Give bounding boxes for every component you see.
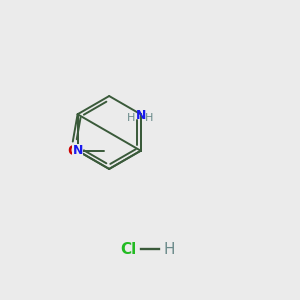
Text: N: N	[136, 110, 146, 122]
Text: Cl: Cl	[120, 242, 136, 257]
Text: O: O	[67, 144, 79, 158]
Text: H: H	[163, 242, 175, 257]
Text: N: N	[72, 144, 83, 157]
Text: H: H	[145, 113, 154, 123]
Text: H: H	[127, 113, 136, 123]
